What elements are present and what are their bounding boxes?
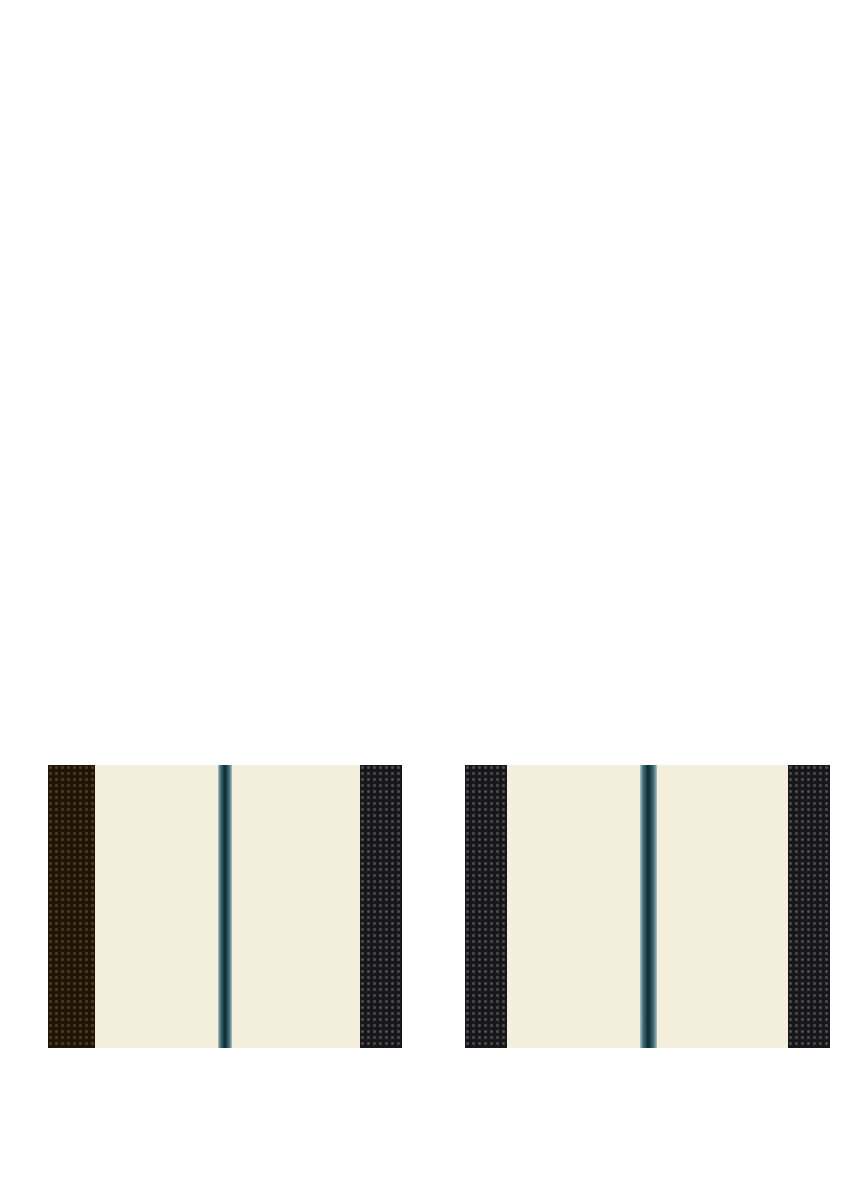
panel-j-left-electrode xyxy=(465,765,507,1048)
panel-j-membrane xyxy=(640,765,657,1048)
panel-j-right-electrode xyxy=(788,765,830,1048)
panel-i-membrane xyxy=(218,765,232,1048)
panel-i-left-electrode xyxy=(48,765,95,1048)
panel-i-right-electrode xyxy=(360,765,402,1048)
